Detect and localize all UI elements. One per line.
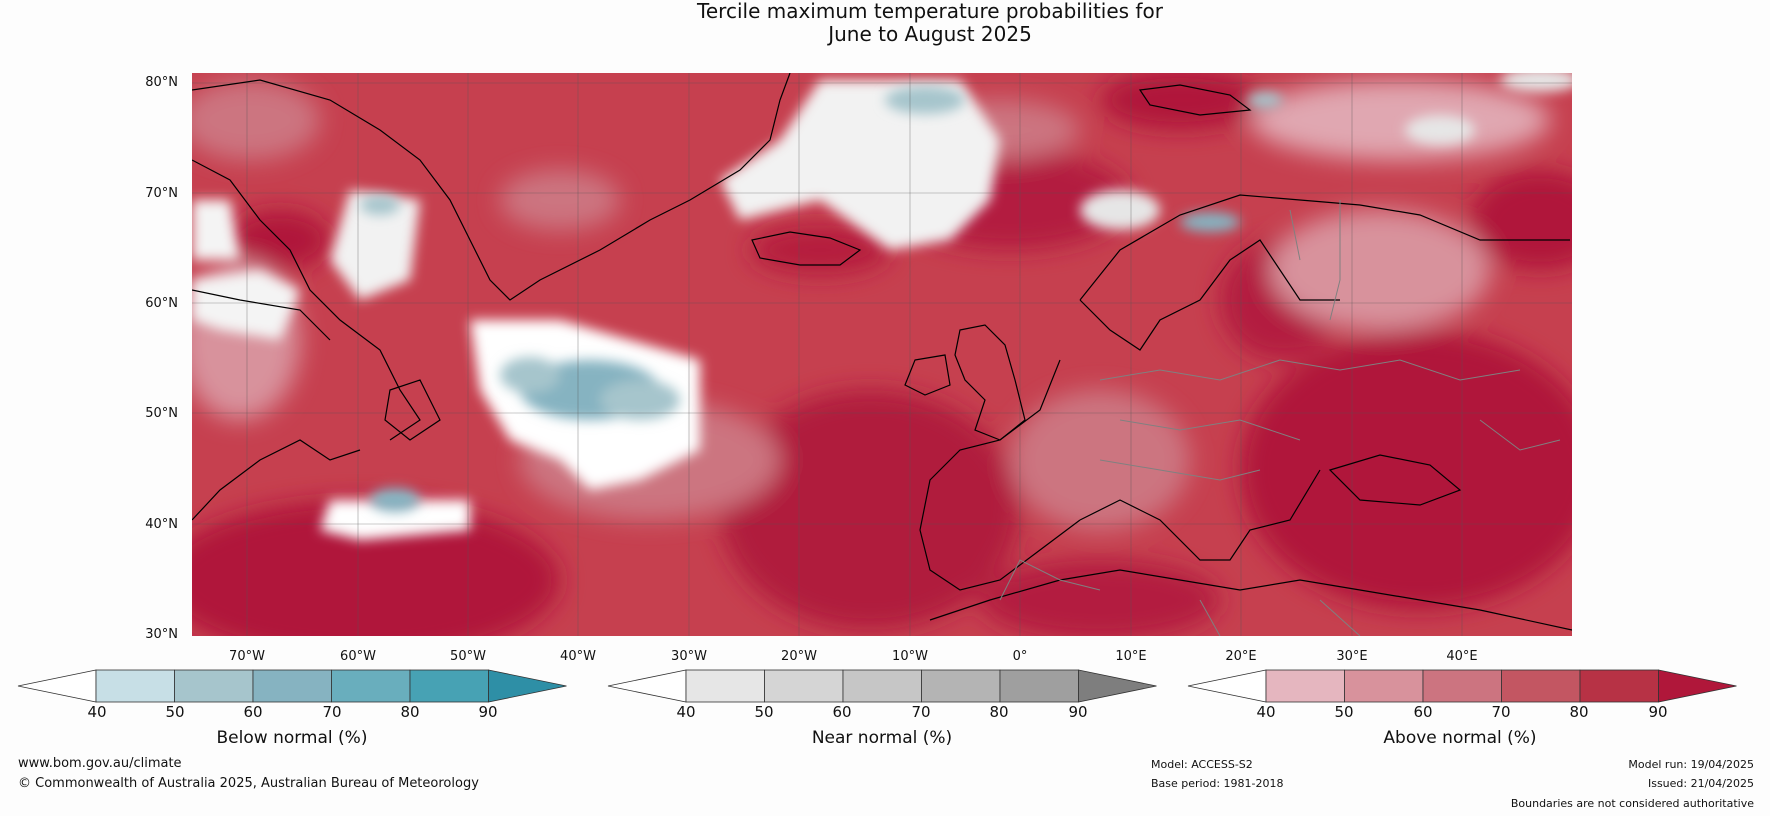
legend-below-tick: 50 <box>165 703 185 721</box>
legend-below-segment <box>95 669 175 703</box>
legend-above-segment <box>1265 669 1345 703</box>
lat-label-40n: 40°N <box>145 517 178 532</box>
legend-near-tick: 80 <box>989 703 1009 721</box>
legend-above-tick: 90 <box>1648 703 1668 721</box>
legend-above-segment <box>1501 669 1581 703</box>
lon-label-30e: 30°E <box>1336 649 1368 664</box>
graticule <box>192 73 1572 636</box>
lat-label-60n: 60°N <box>145 296 178 311</box>
legend-below-under-triangle <box>17 669 97 703</box>
legend-near-segment <box>999 669 1079 703</box>
legend-above-under-triangle <box>1187 669 1267 703</box>
legend-above-tick: 60 <box>1413 703 1433 721</box>
legend-below-title: Below normal (%) <box>216 728 368 748</box>
model-run-text: Model run: 19/04/2025 <box>1628 758 1754 771</box>
legend-below-segment <box>174 669 254 703</box>
legend-above-title: Above normal (%) <box>1383 728 1537 748</box>
legend-below-segment <box>331 669 411 703</box>
legend-near-segment <box>921 669 1001 703</box>
lon-label-40w: 40°W <box>560 649 596 664</box>
legend-near-segment <box>685 669 765 703</box>
lon-label-10e: 10°E <box>1115 649 1147 664</box>
lon-label-20w: 20°W <box>781 649 817 664</box>
legend-bars <box>17 669 1737 703</box>
legend-below-segment <box>252 669 332 703</box>
legend-above-tick: 50 <box>1334 703 1354 721</box>
legend-above-over-triangle <box>1658 669 1737 703</box>
model-text: Model: ACCESS-S2 <box>1151 758 1253 771</box>
country-borders <box>999 200 1561 636</box>
legend-near-tick: 70 <box>911 703 931 721</box>
legend-near-tick: 50 <box>754 703 774 721</box>
legend-above-segment <box>1344 669 1424 703</box>
map-title: Tercile maximum temperature probabilitie… <box>0 0 1770 46</box>
bom-climate-link[interactable]: www.bom.gov.au/climate <box>18 756 182 771</box>
legend-near-under-triangle <box>607 669 687 703</box>
lon-label-0: 0° <box>1012 649 1028 664</box>
legend-above-tick: 40 <box>1256 703 1276 721</box>
lon-label-70w: 70°W <box>229 649 265 664</box>
lat-label-50n: 50°N <box>145 406 178 421</box>
legend-below-tick: 40 <box>87 703 107 721</box>
legend-near-tick: 40 <box>676 703 696 721</box>
lat-label-80n: 80°N <box>145 75 178 90</box>
lon-label-40e: 40°E <box>1446 649 1478 664</box>
legend-below-tick: 80 <box>400 703 420 721</box>
legend-below-segment <box>409 669 489 703</box>
legend-near-tick: 60 <box>832 703 852 721</box>
title-line-2: June to August 2025 <box>828 22 1032 46</box>
legend-above-segment <box>1579 669 1659 703</box>
legend-above-tick: 80 <box>1569 703 1589 721</box>
lon-label-10w: 10°W <box>892 649 928 664</box>
legend-near-tick: 90 <box>1068 703 1088 721</box>
lon-label-30w: 30°W <box>671 649 707 664</box>
probability-shading <box>192 73 1572 636</box>
base-period-text: Base period: 1981-2018 <box>1151 777 1284 790</box>
legend-near-segment <box>764 669 844 703</box>
probability-field <box>192 73 1572 636</box>
lon-label-20e: 20°E <box>1225 649 1257 664</box>
lon-label-60w: 60°W <box>340 649 376 664</box>
legend-below-tick: 70 <box>322 703 342 721</box>
below-normal-shading <box>360 86 1283 512</box>
legend-below-tick: 90 <box>478 703 498 721</box>
copyright-text: © Commonwealth of Australia 2025, Austra… <box>18 776 479 791</box>
title-line-1: Tercile maximum temperature probabilitie… <box>697 0 1163 23</box>
legend-near-segment <box>842 669 922 703</box>
lon-label-50w: 50°W <box>450 649 486 664</box>
lat-label-70n: 70°N <box>145 186 178 201</box>
legend-above-segment <box>1422 669 1502 703</box>
legend-below-tick: 60 <box>243 703 263 721</box>
legend-near-title: Near normal (%) <box>811 728 953 748</box>
lat-label-30n: 30°N <box>145 627 178 642</box>
legend-near-over-triangle <box>1078 669 1157 703</box>
coastlines <box>192 73 1572 631</box>
disclaimer-text: Boundaries are not considered authoritat… <box>1510 797 1754 810</box>
legend-above-tick: 70 <box>1491 703 1511 721</box>
legend-below-over-triangle <box>488 669 567 703</box>
issued-text: Issued: 21/04/2025 <box>1647 777 1754 790</box>
